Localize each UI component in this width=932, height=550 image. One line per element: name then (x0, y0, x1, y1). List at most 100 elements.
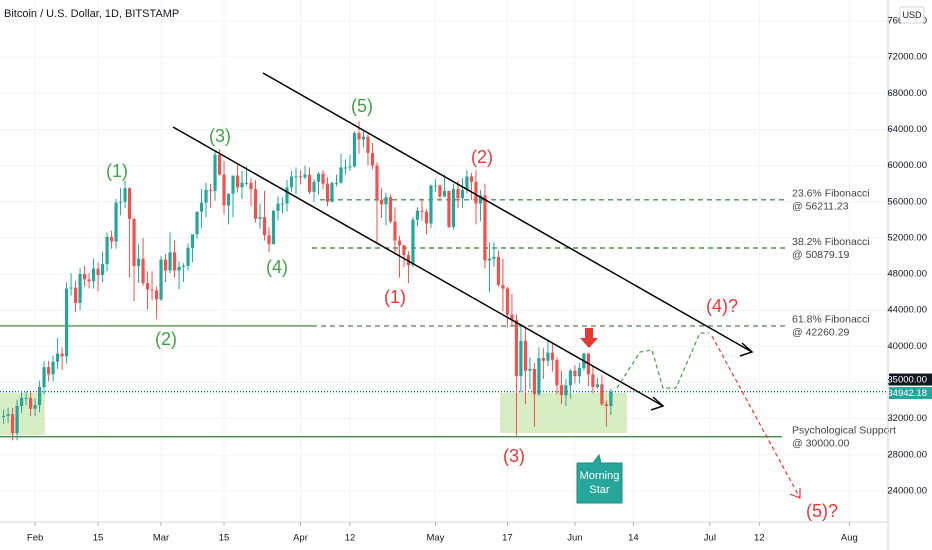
wave-label: (2) (471, 147, 493, 167)
channel-line (262, 72, 753, 353)
channel-line (172, 126, 664, 407)
candle-body (123, 188, 127, 202)
candle-body (231, 175, 235, 194)
candle-body (37, 387, 42, 406)
candle-body (541, 358, 546, 361)
signal-arrow (580, 328, 598, 348)
candle-body (357, 133, 361, 140)
candle-body (109, 236, 114, 242)
candle-body (127, 188, 132, 219)
x-tick-label: Feb (27, 533, 43, 544)
candle-body (478, 195, 483, 204)
candle-body (465, 176, 469, 190)
candle-body (262, 217, 267, 236)
candle-body (150, 289, 154, 291)
wave-label: (4)? (706, 296, 738, 316)
wave-label: (3) (209, 126, 231, 146)
candle-body (105, 236, 109, 265)
candle-body (361, 136, 366, 140)
candle-body (33, 405, 37, 409)
annotations: (1) (2) (3) (4) (5) (1) (2) (3) (4)? (5)? Morning S… (106, 96, 838, 521)
candle-body (10, 414, 15, 434)
candle-body (604, 404, 608, 406)
candle-body (217, 154, 222, 175)
level-name: Psychological Support (792, 425, 896, 437)
candle-body (568, 370, 573, 386)
callout-box (576, 453, 623, 504)
candle-body (609, 392, 613, 406)
x-tick-label: 15 (219, 533, 230, 544)
wave-label: (4) (266, 257, 288, 277)
y-tick-label: 68000.00 (887, 88, 927, 99)
candle-body (339, 167, 343, 183)
candle-body (388, 197, 393, 222)
candle-body (406, 255, 411, 266)
y-tick-label: 28000.00 (887, 449, 927, 460)
x-tick-label: 14 (628, 533, 639, 544)
levels: 23.6% Fibonacci@ 56211.23 38.2% Fibonacci… (0, 188, 896, 450)
candle-body (433, 185, 438, 187)
level-value: @ 56211.23 (792, 201, 849, 213)
candle-body (55, 353, 60, 362)
y-tick-label: 48000.00 (887, 269, 927, 280)
candle-body (514, 320, 519, 377)
candle-body (235, 175, 240, 188)
candle-body (60, 353, 64, 357)
candle-body (163, 259, 168, 271)
level-name: 61.8% Fibonacci (792, 314, 870, 326)
projection (616, 332, 709, 389)
callout-text: Morning (580, 470, 620, 482)
y-tick-label: 60000.00 (887, 160, 927, 171)
x-tick-label: 17 (502, 533, 513, 544)
candle-body (591, 374, 595, 388)
candle-body (415, 210, 420, 220)
candle-body (145, 283, 150, 290)
callout-text: Star (589, 484, 610, 496)
candle-body (154, 290, 159, 300)
candle-body (352, 133, 357, 167)
candles (1, 121, 613, 441)
candle-body (366, 136, 370, 153)
candle-body (168, 252, 172, 271)
candle-body (240, 182, 244, 188)
candle-body (267, 235, 271, 245)
candle-body (564, 385, 568, 396)
candle-body (334, 182, 339, 184)
y-tick-label: 56000.00 (887, 196, 927, 207)
candle-body (523, 340, 528, 371)
candle-body (519, 340, 523, 377)
y-tick-label: 24000.00 (887, 485, 927, 496)
candle-body (204, 189, 208, 203)
candle-body (348, 166, 352, 168)
candle-body (276, 203, 280, 211)
candle-body (222, 174, 226, 206)
zone-highlight (500, 393, 627, 433)
candle-body (420, 210, 424, 212)
x-tick-label: 15 (93, 533, 104, 544)
candle-body (141, 258, 145, 284)
candle-body (1, 415, 6, 417)
y-tick-label: 40000.00 (887, 341, 927, 352)
candle-body (73, 287, 78, 303)
candle-body (474, 181, 478, 204)
candle-body (6, 414, 10, 416)
chart-title: Bitcoin / U.S. Dollar, 1D, BITSTAMP (4, 8, 179, 20)
candle-body (469, 176, 474, 182)
candle-body (370, 152, 375, 166)
candle-body (505, 288, 510, 315)
candle-body (253, 189, 258, 219)
wave-label: (5)? (806, 501, 838, 521)
candle-body (199, 202, 204, 212)
candle-body (384, 197, 388, 205)
candle-body (69, 287, 73, 289)
candle-body (87, 279, 91, 282)
candle-body (298, 176, 303, 178)
candle-body (393, 221, 397, 241)
wave-label: (1) (384, 287, 406, 307)
candle-body (532, 368, 537, 395)
candle-body (136, 258, 141, 266)
candle-body (280, 203, 285, 205)
x-tick-label: Jun (567, 533, 582, 544)
level-value: @ 50879.19 (792, 249, 850, 261)
